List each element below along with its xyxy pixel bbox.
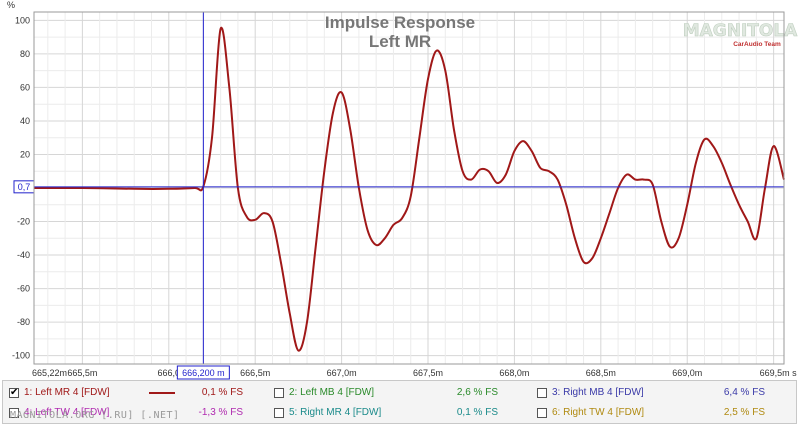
x-tick-label: 665,22m <box>32 368 67 378</box>
y-tick-label: 60 <box>20 82 30 92</box>
legend-label-4: 4: Left TW 4 [FDW] <box>24 407 110 418</box>
legend-checkbox-3[interactable] <box>537 388 547 398</box>
y-tick-label: 100 <box>15 15 30 25</box>
chart-subtitle: Left MR <box>369 32 431 51</box>
logo-subtext: CarAudio Team <box>733 41 781 48</box>
legend-value-1: 0,1 % FS <box>201 387 243 398</box>
x-tick-label: 669,0m <box>672 368 702 378</box>
y-tick-label: 80 <box>20 49 30 59</box>
x-tick-label: 668,0m <box>499 368 529 378</box>
y-tick-label: 40 <box>20 116 30 126</box>
watermark: MAGNITOLA.ORG [.RU] [.NET] <box>10 410 180 421</box>
legend-label-3: 3: Right MB 4 [FDW] <box>552 387 644 398</box>
legend-swatch-1 <box>149 392 175 394</box>
legend-label-5: 5: Right MR 4 [FDW] <box>289 407 382 418</box>
legend-checkbox-5[interactable] <box>274 408 284 418</box>
y-tick-label: -40 <box>17 250 30 260</box>
legend-value-3: 6,4 % FS <box>723 387 765 398</box>
legend-value-2: 2,6 % FS <box>456 387 498 398</box>
legend-label-1: 1: Left MR 4 [FDW] <box>24 387 110 398</box>
chart-title: Impulse Response <box>325 13 475 32</box>
y-axis-unit: % <box>7 0 15 10</box>
y-tick-label: -60 <box>17 284 30 294</box>
legend-value-6: 2,5 % FS <box>723 407 765 418</box>
x-tick-label: 668,5m <box>586 368 616 378</box>
plot-frame <box>33 11 785 365</box>
legend-value-5: 0,1 % FS <box>456 407 498 418</box>
x-tick-label: 666,0 <box>158 368 181 378</box>
cursor-y-readout: 0,7 <box>18 182 31 192</box>
y-tick-label: -100 <box>12 351 30 361</box>
y-tick-label: -80 <box>17 317 30 327</box>
x-tick-label: 667,5m <box>413 368 443 378</box>
x-tick-label: 667,0m <box>327 368 357 378</box>
legend-checkbox-6[interactable] <box>537 408 547 418</box>
grid <box>34 12 784 364</box>
legend: ✔ 1: Left MR 4 [FDW] 0,1 % FS 2: Left MB… <box>2 380 797 424</box>
y-tick-label: 20 <box>20 149 30 159</box>
series-layer <box>33 26 785 352</box>
legend-checkbox-1[interactable]: ✔ <box>9 387 19 398</box>
legend-checkbox-2[interactable] <box>274 388 284 398</box>
legend-value-4: -1,3 % FS <box>198 407 243 418</box>
cursor[interactable]: 0,7 666,200 m <box>13 12 784 380</box>
x-tick-label: 669,5m s <box>760 368 798 378</box>
cursor-x-readout-box <box>176 365 230 380</box>
legend-label-6: 6: Right TW 4 [FDW] <box>552 407 645 418</box>
x-tick-label: 666,5m <box>240 368 270 378</box>
y-tick-label: -20 <box>17 217 30 227</box>
impulse-response-chart: MAGNITOLA CarAudio Team Impulse Response… <box>0 0 800 380</box>
x-tick-label: 665,5m <box>67 368 97 378</box>
logo: MAGNITOLA CarAudio Team <box>682 21 798 48</box>
logo-text: MAGNITOLA <box>683 21 798 41</box>
legend-label-2: 2: Left MB 4 [FDW] <box>289 387 375 398</box>
y-tick-labels: 100 80 60 40 20 -20 -40 -60 -80 -100 <box>12 15 30 360</box>
cursor-x-readout: 666,200 m <box>182 368 225 378</box>
legend-checkbox-4[interactable] <box>9 408 19 418</box>
chart-background <box>0 0 800 380</box>
x-tick-labels: 665,22m 665,5m 666,0 666,5m 667,0m 667,5m 668,… <box>32 368 797 378</box>
series-line-left-mr <box>33 26 785 352</box>
